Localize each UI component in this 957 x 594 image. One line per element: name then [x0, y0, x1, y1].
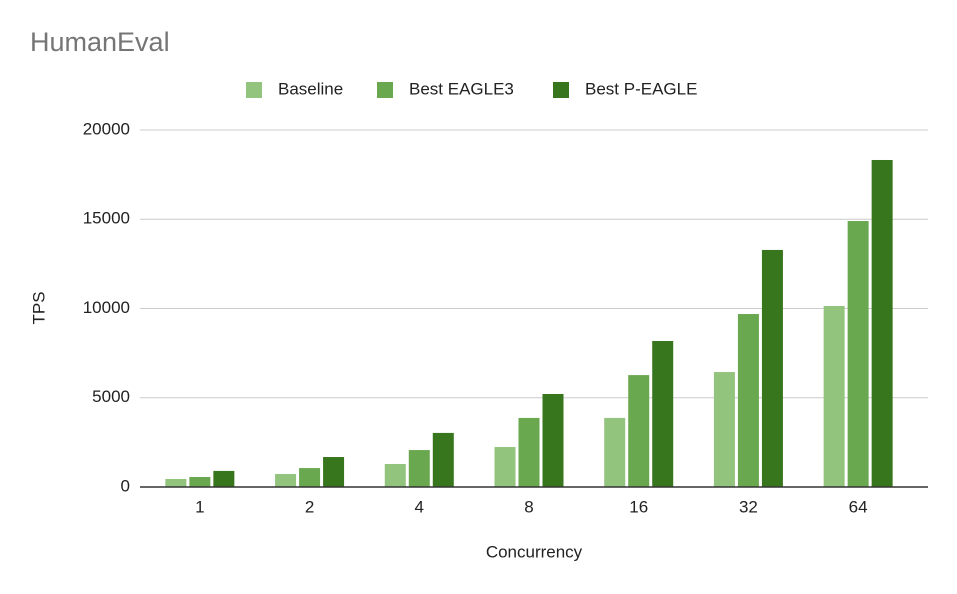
bar: [628, 375, 650, 487]
x-axis-label: Concurrency: [486, 542, 583, 561]
bar: [604, 417, 626, 487]
bar: [761, 249, 783, 487]
chart-title: HumanEval: [30, 27, 170, 57]
bar: [165, 478, 187, 487]
x-tick-label: 64: [849, 497, 868, 516]
y-axis-label: TPS: [29, 291, 48, 324]
bar: [213, 470, 235, 487]
bar: [299, 468, 321, 487]
bar: [275, 473, 297, 487]
x-tick-label: 4: [415, 497, 424, 516]
y-tick-label: 20000: [83, 119, 130, 138]
bar: [518, 417, 540, 487]
bar: [408, 450, 430, 487]
legend-label: Baseline: [278, 79, 343, 98]
bar: [542, 394, 564, 487]
bar: [432, 432, 454, 487]
legend-swatch: [553, 82, 569, 98]
bar: [323, 457, 345, 487]
x-tick-label: 32: [739, 497, 758, 516]
bar: [189, 477, 211, 487]
bar: [737, 314, 759, 487]
bar: [713, 372, 735, 487]
bar: [652, 340, 674, 487]
legend-swatch: [377, 82, 393, 98]
y-tick-label: 10000: [83, 298, 130, 317]
x-tick-label: 2: [305, 497, 314, 516]
y-tick-label: 15000: [83, 209, 130, 228]
y-tick-label: 0: [121, 476, 130, 495]
y-tick-label: 5000: [92, 387, 130, 406]
x-tick-label: 16: [629, 497, 648, 516]
x-tick-label: 1: [195, 497, 204, 516]
bar: [847, 221, 869, 487]
legend-label: Best P-EAGLE: [585, 79, 697, 98]
x-tick-label: 8: [524, 497, 533, 516]
legend-swatch: [246, 82, 262, 98]
bar: [823, 306, 845, 487]
bar: [871, 159, 893, 487]
bar: [384, 463, 406, 487]
bar: [494, 447, 516, 487]
legend-label: Best EAGLE3: [409, 79, 514, 98]
